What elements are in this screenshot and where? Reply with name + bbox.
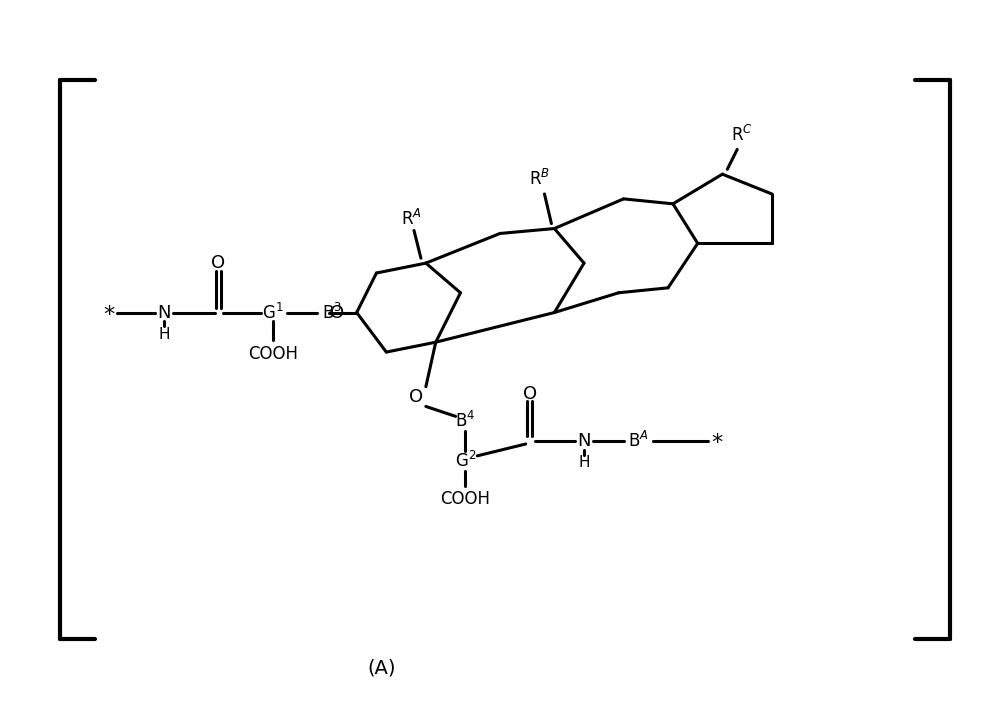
Text: G$^1$: G$^1$ (262, 303, 283, 323)
Text: G$^2$: G$^2$ (455, 451, 476, 471)
Text: O: O (409, 388, 423, 406)
Text: O: O (211, 254, 225, 272)
Text: $*$: $*$ (711, 431, 724, 451)
Text: H: H (158, 327, 170, 342)
Text: COOH: COOH (248, 345, 298, 363)
Text: COOH: COOH (440, 490, 490, 508)
Text: (A): (A) (367, 659, 396, 678)
Text: R$^A$: R$^A$ (401, 209, 421, 229)
Text: R$^B$: R$^B$ (529, 169, 550, 189)
Text: O: O (523, 384, 537, 402)
Text: O: O (330, 303, 344, 321)
Text: B$^4$: B$^4$ (455, 412, 476, 432)
Text: R$^C$: R$^C$ (731, 125, 753, 145)
Text: $*$: $*$ (103, 303, 116, 323)
Text: H: H (578, 455, 590, 470)
Text: B$^A$: B$^A$ (628, 431, 649, 451)
Text: N: N (157, 303, 171, 321)
Text: B$^3$: B$^3$ (322, 303, 342, 323)
Text: N: N (577, 432, 591, 450)
